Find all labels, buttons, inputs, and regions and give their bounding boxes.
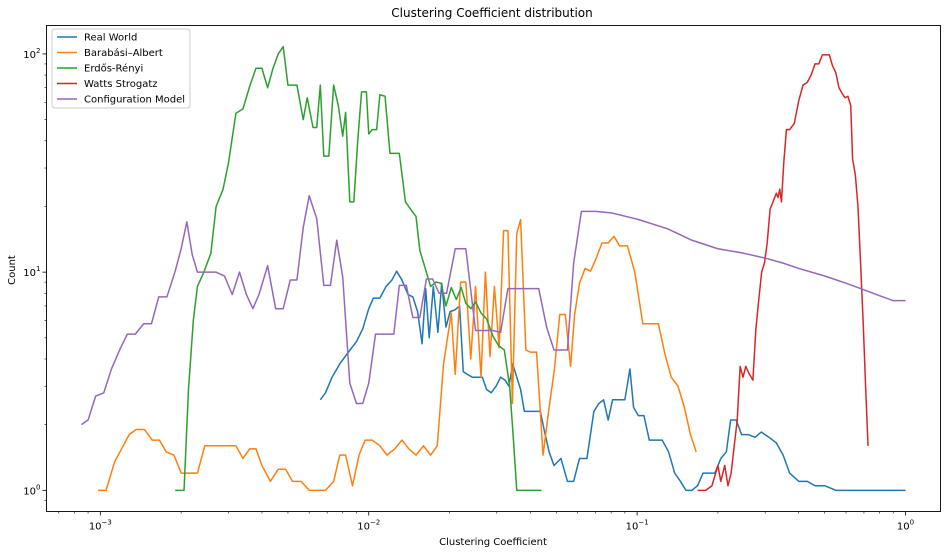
- x-tick-label: 10−1: [626, 519, 649, 533]
- y-tick-label: 102: [23, 47, 40, 61]
- x-tick-label: 100: [897, 519, 914, 533]
- plot-frame: [46, 25, 941, 512]
- y-axis-label: Count: [7, 255, 18, 285]
- series-line-3: [697, 54, 869, 492]
- y-tick-label: 101: [23, 265, 40, 279]
- series-layer: [80, 45, 906, 492]
- x-tick-label: 10−3: [89, 519, 112, 533]
- x-tick-label: 10−2: [357, 519, 380, 533]
- legend: Real World Barabási–Albert Erdős-Rényi Watt…: [51, 28, 191, 109]
- x-axis-label: Clustering Coefficient: [439, 537, 547, 548]
- chart-title: Clustering Coefficient distribution: [391, 6, 593, 20]
- legend-label: Erdős-Rényi: [84, 63, 143, 75]
- legend-box: [51, 28, 191, 109]
- y-tick-label: 100: [23, 483, 40, 497]
- legend-label: Watts Strogatz: [84, 79, 158, 90]
- legend-label: Barabási–Albert: [84, 47, 163, 59]
- series-line-0: [319, 270, 906, 492]
- legend-label: Real World: [84, 33, 137, 44]
- legend-label: Configuration Model: [84, 95, 185, 106]
- series-line-1: [98, 218, 697, 492]
- series-line-4: [80, 194, 906, 426]
